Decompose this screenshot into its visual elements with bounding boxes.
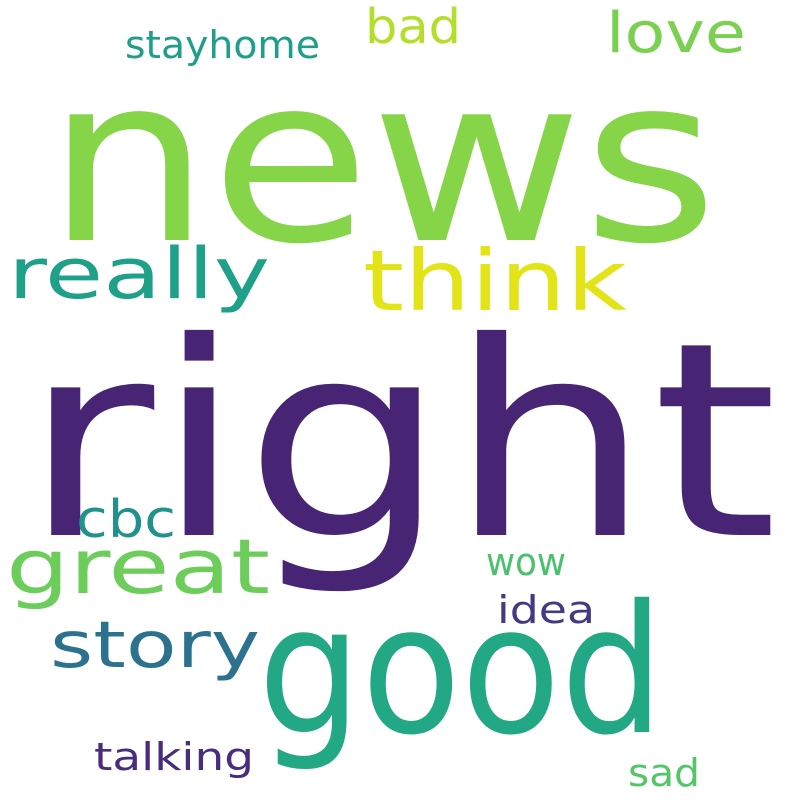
word-bad: bad xyxy=(365,0,461,55)
word-stayhome: stayhome xyxy=(125,23,320,67)
word-news: news xyxy=(46,28,718,295)
word-right: right xyxy=(22,284,778,599)
word-wow: wow xyxy=(486,540,566,584)
word-cbc: cbc xyxy=(76,490,176,550)
word-love: love xyxy=(606,1,746,66)
word-sad: sad xyxy=(628,751,700,795)
word-idea: idea xyxy=(497,588,595,632)
word-talking: talking xyxy=(94,735,254,779)
word-great: great xyxy=(6,522,270,611)
word-think: think xyxy=(363,232,627,330)
word-really: really xyxy=(8,233,270,315)
word-good: good xyxy=(258,567,664,774)
word-story: story xyxy=(50,609,260,683)
